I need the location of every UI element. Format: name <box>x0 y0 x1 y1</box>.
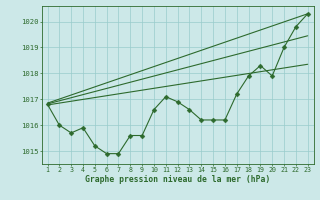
X-axis label: Graphe pression niveau de la mer (hPa): Graphe pression niveau de la mer (hPa) <box>85 175 270 184</box>
